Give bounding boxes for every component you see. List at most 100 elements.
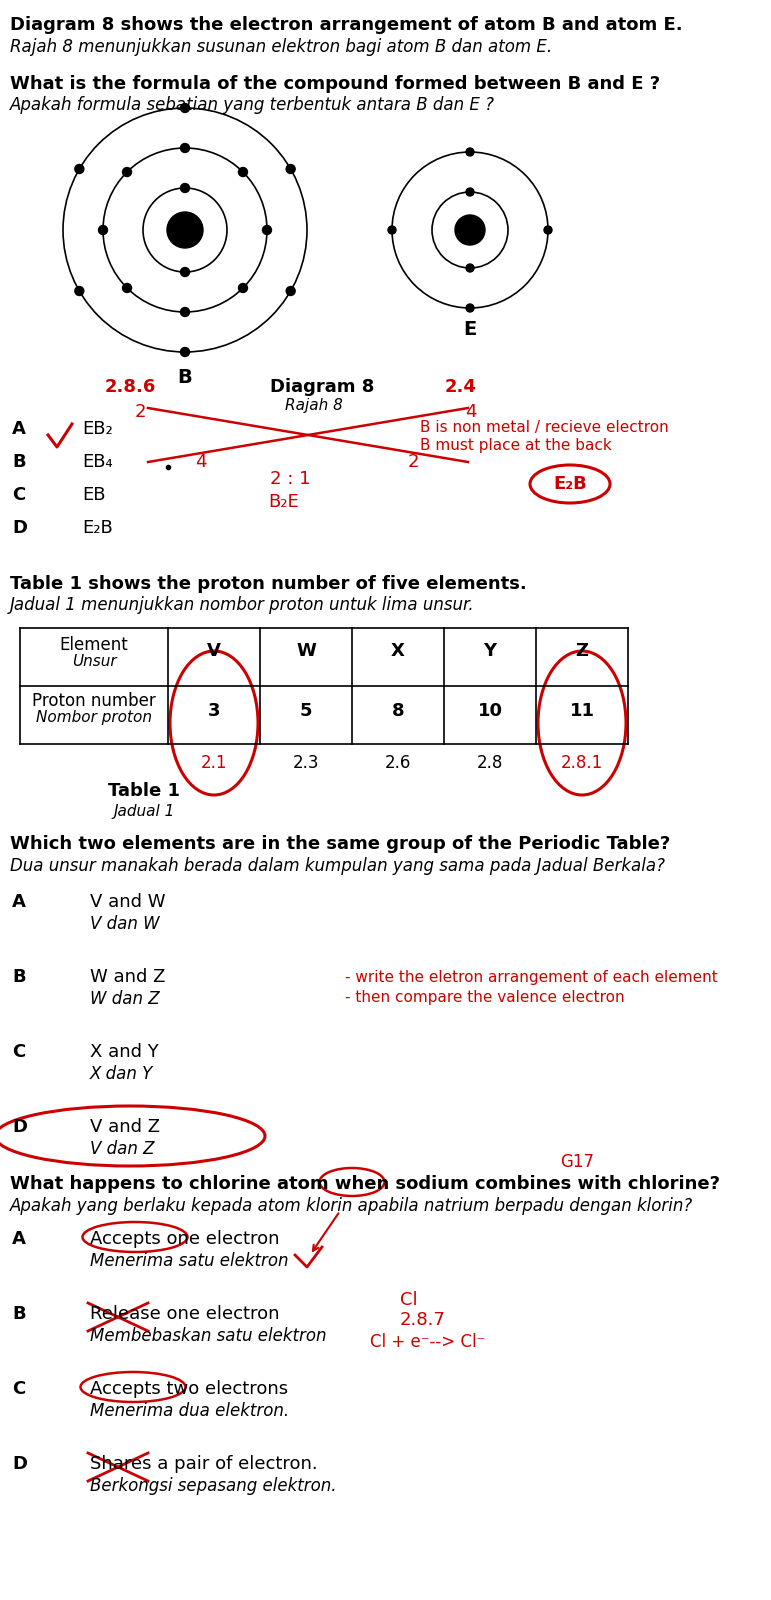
Text: Diagram 8 shows the electron arrangement of atom B and atom E.: Diagram 8 shows the electron arrangement…	[10, 16, 682, 34]
Text: 8: 8	[392, 702, 404, 720]
Text: A: A	[12, 419, 26, 438]
Text: 2.1: 2.1	[200, 754, 227, 773]
Text: 2: 2	[408, 453, 419, 470]
Text: X and Y: X and Y	[90, 1043, 159, 1061]
Text: Berkongsi sepasang elektron.: Berkongsi sepasang elektron.	[90, 1477, 336, 1494]
Circle shape	[180, 144, 190, 152]
Circle shape	[167, 211, 203, 248]
Text: D: D	[12, 518, 27, 538]
Circle shape	[466, 304, 474, 312]
Text: Table 1 shows the proton number of five elements.: Table 1 shows the proton number of five …	[10, 574, 527, 594]
Text: 5: 5	[300, 702, 312, 720]
Text: Cl + e⁻--> Cl⁻: Cl + e⁻--> Cl⁻	[370, 1333, 486, 1350]
Text: B: B	[177, 368, 193, 387]
Text: 10: 10	[477, 702, 503, 720]
Text: X: X	[391, 642, 405, 659]
Text: A: A	[12, 893, 26, 910]
Text: C: C	[12, 1043, 25, 1061]
Circle shape	[180, 184, 190, 192]
Circle shape	[180, 307, 190, 317]
Text: B must place at the back: B must place at the back	[420, 438, 611, 453]
Text: 2.3: 2.3	[293, 754, 319, 773]
Text: 2.8.6: 2.8.6	[105, 378, 157, 395]
Text: 2.8: 2.8	[476, 754, 503, 773]
Text: 2 : 1: 2 : 1	[270, 470, 311, 488]
Text: Jadual 1: Jadual 1	[113, 803, 175, 819]
Circle shape	[180, 267, 190, 277]
Text: 2.8.7: 2.8.7	[400, 1310, 446, 1330]
Text: Rajah 8: Rajah 8	[285, 398, 343, 413]
Text: B is non metal / recieve electron: B is non metal / recieve electron	[420, 419, 668, 435]
Text: E: E	[463, 320, 476, 339]
Text: 2.8.1: 2.8.1	[561, 754, 603, 773]
Text: G17: G17	[560, 1154, 594, 1171]
Text: W and Z: W and Z	[90, 968, 165, 986]
Circle shape	[123, 168, 132, 176]
Text: C: C	[12, 486, 25, 504]
Text: V dan W: V dan W	[90, 915, 160, 933]
Text: EB₄: EB₄	[82, 453, 113, 470]
Circle shape	[388, 226, 396, 234]
Circle shape	[180, 104, 190, 112]
Text: V: V	[207, 642, 221, 659]
Text: 4: 4	[195, 453, 207, 470]
Text: EB: EB	[82, 486, 106, 504]
Text: Menerima dua elektron.: Menerima dua elektron.	[90, 1402, 289, 1421]
Text: Membebaskan satu elektron: Membebaskan satu elektron	[90, 1326, 326, 1346]
Text: 3: 3	[207, 702, 221, 720]
Text: A: A	[12, 1230, 26, 1248]
Text: E₂B: E₂B	[82, 518, 113, 538]
Text: B: B	[12, 453, 25, 470]
Text: Table 1: Table 1	[108, 782, 180, 800]
Circle shape	[180, 347, 190, 357]
Text: 2: 2	[135, 403, 146, 421]
Text: What happens to chlorine atom when sodium combines with chlorine?: What happens to chlorine atom when sodiu…	[10, 1174, 720, 1194]
Text: - then compare the valence electron: - then compare the valence electron	[345, 990, 625, 1005]
Text: X dan Y: X dan Y	[90, 1066, 153, 1083]
Text: W: W	[296, 642, 316, 659]
Circle shape	[286, 165, 295, 173]
Text: D: D	[12, 1118, 27, 1136]
Circle shape	[466, 187, 474, 195]
Text: Shares a pair of electron.: Shares a pair of electron.	[90, 1454, 318, 1474]
Text: C: C	[12, 1379, 25, 1398]
Text: Menerima satu elektron: Menerima satu elektron	[90, 1251, 288, 1270]
Circle shape	[455, 214, 485, 245]
Text: Dua unsur manakah berada dalam kumpulan yang sama pada Jadual Berkala?: Dua unsur manakah berada dalam kumpulan …	[10, 858, 665, 875]
Text: Apakah formula sebatian yang terbentuk antara B dan E ?: Apakah formula sebatian yang terbentuk a…	[10, 96, 495, 114]
Text: Jadual 1 menunjukkan nombor proton untuk lima unsur.: Jadual 1 menunjukkan nombor proton untuk…	[10, 595, 475, 614]
Circle shape	[99, 226, 107, 235]
Text: Proton number: Proton number	[32, 691, 156, 710]
Text: Diagram 8: Diagram 8	[270, 378, 375, 395]
Text: Apakah yang berlaku kepada atom klorin apabila natrium berpadu dengan klorin?: Apakah yang berlaku kepada atom klorin a…	[10, 1197, 693, 1214]
Text: 4: 4	[465, 403, 476, 421]
Text: Z: Z	[576, 642, 588, 659]
Text: Cl: Cl	[400, 1291, 418, 1309]
Text: B: B	[12, 968, 25, 986]
Text: W dan Z: W dan Z	[90, 990, 160, 1008]
Text: Accepts two electrons: Accepts two electrons	[90, 1379, 288, 1398]
Circle shape	[466, 264, 474, 272]
Circle shape	[75, 286, 84, 296]
Text: Which two elements are in the same group of the Periodic Table?: Which two elements are in the same group…	[10, 835, 670, 853]
Text: E₂B: E₂B	[553, 475, 587, 493]
Text: Nombor proton: Nombor proton	[36, 710, 152, 725]
Circle shape	[466, 149, 474, 157]
Text: B: B	[12, 1306, 25, 1323]
Text: Rajah 8 menunjukkan susunan elektron bagi atom B dan atom E.: Rajah 8 menunjukkan susunan elektron bag…	[10, 38, 552, 56]
Text: 11: 11	[570, 702, 594, 720]
Text: Release one electron: Release one electron	[90, 1306, 280, 1323]
Text: - write the eletron arrangement of each element: - write the eletron arrangement of each …	[345, 970, 718, 986]
Circle shape	[75, 165, 84, 173]
Text: B₂E: B₂E	[268, 493, 298, 510]
Text: V dan Z: V dan Z	[90, 1139, 154, 1158]
Circle shape	[544, 226, 552, 234]
Circle shape	[238, 283, 247, 293]
Text: Accepts one electron: Accepts one electron	[90, 1230, 280, 1248]
Circle shape	[238, 168, 247, 176]
Text: Unsur: Unsur	[72, 654, 116, 669]
Text: EB₂: EB₂	[82, 419, 113, 438]
Text: V and Z: V and Z	[90, 1118, 160, 1136]
Text: Element: Element	[59, 635, 129, 654]
Text: Y: Y	[483, 642, 497, 659]
